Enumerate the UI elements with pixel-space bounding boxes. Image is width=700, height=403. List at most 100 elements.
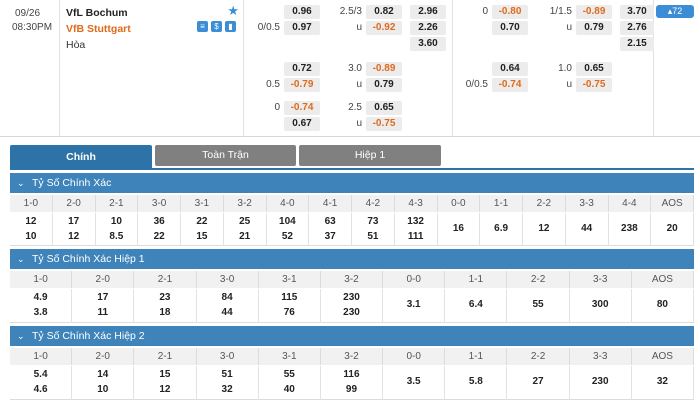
score-odd-top[interactable]: 6.9	[494, 223, 509, 234]
score-odd-bottom[interactable]: 21	[239, 231, 251, 242]
score-odds-cell[interactable]: 16	[438, 213, 481, 246]
score-odd-bottom[interactable]: 230	[343, 307, 360, 318]
score-odds-cell[interactable]: 23 18	[134, 289, 197, 323]
ft-over-odd[interactable]: 0.82	[366, 5, 402, 19]
score-odds-cell[interactable]: 3.1	[383, 289, 446, 323]
ft-x12-odd[interactable]: 3.60	[410, 37, 446, 51]
chart-bars-icon[interactable]: ▮	[225, 21, 236, 32]
score-odds-cell[interactable]: 5.4 4.6	[10, 366, 73, 400]
score-odds-cell[interactable]: 17 12	[53, 213, 96, 246]
score-odds-cell[interactable]: 132 111	[395, 213, 438, 246]
score-odds-cell[interactable]: 230	[570, 366, 632, 400]
score-odd-top[interactable]: 230	[343, 292, 360, 303]
ft-home-odd[interactable]: 0.72	[284, 62, 320, 76]
section-header[interactable]: ⌄ Tỷ Số Chính Xác Hiệp 1	[10, 249, 694, 269]
ht-over-odd[interactable]: -0.75	[576, 78, 612, 92]
score-odds-cell[interactable]: 230 230	[321, 289, 384, 323]
home-team[interactable]: VfL Bochum	[66, 7, 128, 19]
ft-over-odd[interactable]: -0.75	[366, 117, 402, 131]
ht-x12-odd[interactable]: 3.70	[620, 5, 654, 19]
score-odds-cell[interactable]: 12 10	[10, 213, 53, 246]
score-odds-cell[interactable]: 6.9	[480, 213, 523, 246]
score-odd-top[interactable]: 132	[407, 216, 424, 227]
ft-home-odd[interactable]: 0.67	[284, 117, 320, 131]
score-odd-bottom[interactable]: 10	[25, 231, 37, 242]
score-odd-top[interactable]: 16	[452, 223, 464, 234]
score-odds-cell[interactable]: 55	[507, 289, 570, 323]
ft-home-odd[interactable]: 0.96	[284, 5, 320, 19]
score-odd-bottom[interactable]: 18	[159, 307, 171, 318]
tab-main[interactable]: Chính	[10, 145, 152, 170]
score-odd-top[interactable]: 3.1	[406, 299, 421, 310]
score-odd-top[interactable]: 6.4	[468, 299, 483, 310]
score-odds-cell[interactable]: 22 15	[181, 213, 224, 246]
section-header[interactable]: ⌄ Tỷ Số Chính Xác	[10, 173, 694, 193]
score-odd-top[interactable]: 32	[656, 376, 668, 387]
favorite-star-icon[interactable]: ★	[227, 3, 239, 18]
score-odd-top[interactable]: 104	[279, 216, 296, 227]
score-odd-bottom[interactable]: 11	[97, 307, 109, 318]
ft-over-odd[interactable]: -0.89	[366, 62, 402, 76]
score-odd-top[interactable]: 5.8	[468, 376, 483, 387]
score-odd-top[interactable]: 44	[581, 223, 593, 234]
score-odd-bottom[interactable]: 4.6	[33, 384, 48, 395]
score-odd-bottom[interactable]: 22	[153, 231, 165, 242]
score-odd-top[interactable]: 20	[666, 223, 678, 234]
score-odds-cell[interactable]: 55 40	[259, 366, 321, 400]
score-odd-top[interactable]: 12	[25, 216, 37, 227]
score-odds-cell[interactable]: 104 52	[267, 213, 310, 246]
score-odd-top[interactable]: 17	[97, 292, 109, 303]
ht-home-odd[interactable]: 0.70	[492, 21, 528, 35]
score-odd-bottom[interactable]: 44	[221, 307, 233, 318]
score-odd-top[interactable]: 15	[159, 369, 171, 380]
score-odd-top[interactable]: 4.9	[33, 292, 48, 303]
score-odds-cell[interactable]: 25 21	[224, 213, 267, 246]
score-odds-cell[interactable]: 73 51	[352, 213, 395, 246]
score-odd-top[interactable]: 230	[591, 376, 609, 387]
score-odd-bottom[interactable]: 99	[345, 384, 358, 395]
score-odd-top[interactable]: 63	[324, 216, 336, 227]
score-odds-cell[interactable]: 44	[566, 213, 609, 246]
score-odd-top[interactable]: 73	[367, 216, 379, 227]
odds-dollar-icon[interactable]: $	[211, 21, 222, 32]
score-odds-cell[interactable]: 36 22	[138, 213, 181, 246]
ht-over-odd[interactable]: 0.79	[576, 21, 612, 35]
ft-over-odd[interactable]: 0.65	[366, 101, 402, 115]
ft-over-odd[interactable]: 0.79	[366, 78, 402, 92]
more-odds-badge[interactable]: ▴72	[656, 5, 694, 18]
score-odd-top[interactable]: 51	[221, 369, 233, 380]
score-odds-cell[interactable]: 32	[632, 366, 694, 400]
ht-home-odd[interactable]: -0.80	[492, 5, 528, 19]
score-odd-top[interactable]: 115	[281, 292, 298, 303]
ft-home-odd[interactable]: 0.97	[284, 21, 320, 35]
score-odd-top[interactable]: 22	[196, 216, 208, 227]
score-odd-top[interactable]: 27	[532, 376, 544, 387]
score-odds-cell[interactable]: 51 32	[197, 366, 259, 400]
score-odd-top[interactable]: 3.5	[406, 376, 421, 387]
score-odd-top[interactable]: 55	[283, 369, 295, 380]
score-odd-bottom[interactable]: 76	[283, 307, 295, 318]
score-odds-cell[interactable]: 20	[651, 213, 694, 246]
score-odds-cell[interactable]: 17 11	[72, 289, 135, 323]
score-odds-cell[interactable]: 15 12	[134, 366, 197, 400]
away-team[interactable]: VfB Stuttgart	[66, 23, 131, 35]
ht-over-odd[interactable]: -0.89	[576, 5, 612, 19]
ft-x12-odd[interactable]: 2.96	[410, 5, 446, 19]
score-odd-bottom[interactable]: 12	[68, 231, 80, 242]
score-odds-cell[interactable]: 63 37	[309, 213, 352, 246]
score-odds-cell[interactable]: 27	[507, 366, 570, 400]
score-odds-cell[interactable]: 12	[523, 213, 566, 246]
score-odd-top[interactable]: 14	[97, 369, 109, 380]
score-odd-bottom[interactable]: 15	[196, 231, 208, 242]
score-odd-bottom[interactable]: 12	[159, 384, 171, 395]
score-odds-cell[interactable]: 14 10	[72, 366, 135, 400]
score-odd-top[interactable]: 80	[656, 299, 668, 310]
ht-x12-odd[interactable]: 2.15	[620, 37, 654, 51]
stats-list-icon[interactable]: ≡	[197, 21, 208, 32]
score-odds-cell[interactable]: 300	[570, 289, 632, 323]
ht-home-odd[interactable]: 0.64	[492, 62, 528, 76]
score-odd-top[interactable]: 12	[538, 223, 550, 234]
score-odds-cell[interactable]: 116 99	[321, 366, 384, 400]
section-header[interactable]: ⌄ Tỷ Số Chính Xác Hiệp 2	[10, 326, 694, 346]
score-odd-top[interactable]: 23	[159, 292, 171, 303]
